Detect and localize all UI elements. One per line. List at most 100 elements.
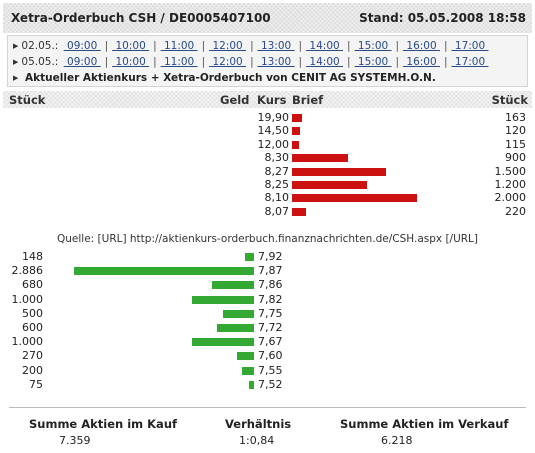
bid-quantity: 500 — [22, 306, 43, 320]
orderbook-widget: Xetra-Orderbuch CSH / DE0005407100 Stand… — [3, 3, 532, 450]
bid-quantity: 1.000 — [11, 335, 44, 349]
sum-buy-value: 7.359 — [59, 434, 91, 447]
time-link-1000[interactable]: 10:00 — [112, 40, 150, 52]
nav-separator: | — [444, 56, 448, 68]
nav-separator: | — [298, 40, 303, 52]
ratio-value: 1:0,84 — [239, 434, 275, 447]
time-link-1200[interactable]: 12:00 — [209, 40, 247, 52]
ask-price: 14,50 — [257, 124, 290, 138]
bid-bar — [191, 295, 254, 304]
ask-bar — [292, 194, 417, 203]
timestamp: Stand: 05.05.2008 18:58 — [359, 11, 526, 25]
arrow-right-icon: ▶ — [13, 42, 19, 50]
time-link-1600[interactable]: 16:00 — [403, 40, 440, 52]
nav-separator: | — [298, 56, 303, 68]
bid-price: 7,55 — [258, 363, 283, 377]
col-brief: Brief — [292, 93, 324, 107]
nav-separator: | — [250, 40, 254, 52]
time-link-1000[interactable]: 10:00 — [112, 56, 150, 68]
ask-bar — [292, 167, 386, 176]
bid-bar — [222, 309, 254, 318]
time-link-1400[interactable]: 14:00 — [306, 40, 344, 52]
bid-quantity: 2.886 — [11, 264, 44, 278]
nav-row-0505: ▶ 05.05.: 09:00 | 10:00 | 11:00 | 12:00 |… — [13, 56, 488, 70]
nav-separator: | — [104, 40, 109, 52]
bid-bar — [249, 380, 254, 389]
ask-quantity: 163 — [505, 111, 526, 124]
nav-separator: | — [201, 40, 206, 52]
time-link-0900[interactable]: 09:00 — [63, 56, 101, 68]
ask-quantity: 220 — [505, 204, 526, 218]
bid-price: 7,87 — [258, 264, 283, 278]
divider — [9, 407, 526, 408]
bid-price: 7,86 — [258, 278, 283, 292]
ask-price: 8,27 — [264, 164, 290, 178]
nav-separator: | — [395, 56, 400, 68]
ask-quantity: 115 — [505, 137, 526, 151]
ask-quantity: 120 — [505, 124, 526, 138]
bid-bar — [211, 281, 254, 290]
time-link-1400[interactable]: 14:00 — [306, 56, 344, 68]
nav-separator: | — [104, 56, 109, 68]
time-link-1300[interactable]: 13:00 — [257, 40, 295, 52]
nav-date: 02.05.: — [21, 40, 59, 52]
nav-row-0205: ▶ 02.05.: 09:00 | 10:00 | 11:00 | 12:00 |… — [13, 40, 488, 54]
bid-bar — [244, 253, 254, 261]
bid-price: 7,60 — [258, 349, 283, 363]
ask-bar — [292, 154, 349, 163]
ask-quantity: 1.500 — [494, 164, 527, 178]
column-header: Stück Geld Kurs Brief Stück — [3, 91, 532, 108]
bid-quantity: 270 — [22, 349, 43, 363]
time-link-0900[interactable]: 09:00 — [63, 40, 101, 52]
bid-quantity: 680 — [22, 278, 43, 292]
bid-quantity: 200 — [22, 363, 43, 377]
nav-separator: | — [347, 40, 351, 52]
header-bar: Xetra-Orderbuch CSH / DE0005407100 Stand… — [3, 3, 532, 33]
bid-price: 7,52 — [258, 377, 283, 391]
time-navigation: ▶ 02.05.: 09:00 | 10:00 | 11:00 | 12:00 |… — [7, 35, 528, 87]
bid-quantity: 75 — [29, 377, 43, 391]
time-link-1200[interactable]: 12:00 — [209, 56, 247, 68]
current-quote-link[interactable]: ▶ Aktueller Aktienkurs + Xetra-Orderbuch… — [13, 72, 436, 86]
bid-quantity: 600 — [22, 321, 43, 334]
ask-price: 19,90 — [257, 111, 290, 124]
bid-bar — [237, 352, 254, 361]
arrow-right-icon: ▶ — [13, 58, 19, 66]
time-link-1500[interactable]: 15:00 — [354, 40, 392, 52]
time-link-1100[interactable]: 11:00 — [160, 56, 198, 68]
nav-separator: | — [347, 56, 351, 68]
nav-separator: | — [250, 56, 254, 68]
ask-bar — [292, 140, 300, 149]
arrow-right-icon: ▶ — [13, 74, 19, 82]
nav-separator: | — [153, 56, 157, 68]
ask-price: 8,30 — [264, 151, 290, 165]
ask-bar — [292, 114, 303, 122]
col-kurs: Kurs — [257, 93, 287, 107]
time-link-1300[interactable]: 13:00 — [257, 56, 295, 68]
time-link-1500[interactable]: 15:00 — [354, 56, 392, 68]
time-link-1600[interactable]: 16:00 — [403, 56, 440, 68]
bid-price: 7,75 — [258, 306, 283, 320]
bid-price: 7,67 — [258, 335, 283, 349]
bid-price: 7,82 — [258, 292, 283, 306]
sum-sell-label: Summe Aktien im Verkauf — [340, 417, 509, 431]
ask-price: 12,00 — [257, 137, 290, 151]
ratio-label: Verhältnis — [225, 417, 292, 431]
page-title: Xetra-Orderbuch CSH / DE0005407100 — [11, 11, 271, 25]
ask-quantity: 1.200 — [494, 178, 527, 191]
nav-separator: | — [201, 56, 206, 68]
col-stueck-left: Stück — [9, 93, 46, 107]
bid-quantity: 1.000 — [11, 292, 44, 306]
time-link-1700[interactable]: 17:00 — [451, 40, 489, 52]
nav-date: 05.05.: — [21, 56, 59, 68]
bid-bar — [216, 324, 254, 332]
sum-buy-label: Summe Aktien im Kauf — [29, 417, 178, 431]
ask-bar — [292, 127, 300, 136]
bid-price: 7,72 — [258, 321, 283, 334]
time-link-1700[interactable]: 17:00 — [451, 56, 489, 68]
nav-separator: | — [395, 40, 400, 52]
sum-sell-value: 6.218 — [381, 434, 413, 447]
time-link-1100[interactable]: 11:00 — [160, 40, 198, 52]
ask-price: 8,10 — [264, 191, 290, 205]
bid-bar — [73, 267, 254, 276]
